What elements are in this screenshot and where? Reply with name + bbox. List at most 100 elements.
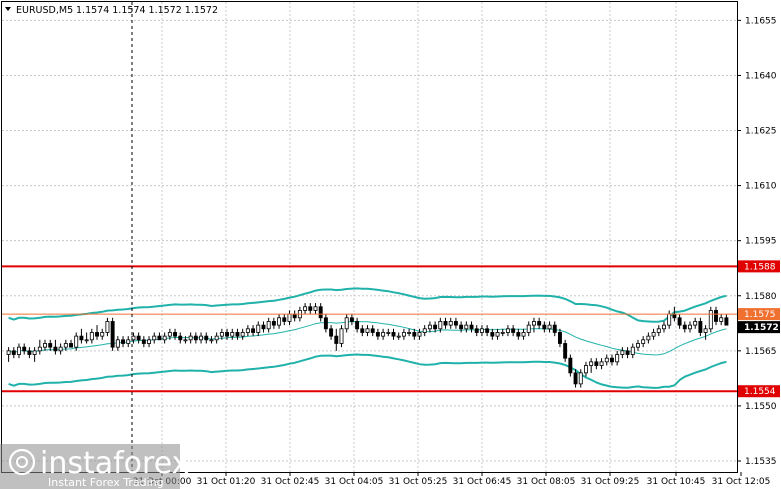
candle-body <box>110 321 115 348</box>
watermark-tagline: Instant Forex Trading <box>48 476 164 489</box>
candle-body <box>6 350 11 355</box>
candle-body <box>43 343 47 348</box>
x-tick-label: 31 Oct 09:25 <box>581 477 640 487</box>
candle-body <box>84 339 89 342</box>
candle-body <box>178 335 183 341</box>
candle-body <box>141 339 146 344</box>
candle-body <box>271 321 276 326</box>
candle-body <box>584 365 588 374</box>
candle-body <box>557 332 562 344</box>
candle-body <box>448 321 453 326</box>
candle-body <box>292 313 297 319</box>
candle-body <box>240 332 245 337</box>
candle-body <box>173 332 178 337</box>
candle-body <box>308 306 313 311</box>
candle-body <box>641 339 646 344</box>
candle-body <box>355 321 360 330</box>
candle-body <box>386 332 391 334</box>
candle-body <box>199 335 204 341</box>
level-tag-label: 1.1588 <box>744 262 776 272</box>
candle-body <box>277 317 282 326</box>
candle-body <box>370 328 375 333</box>
x-tick-label: 31 Oct 08:05 <box>517 477 576 487</box>
candle-body <box>287 313 292 322</box>
y-tick-label: 1.1655 <box>745 16 777 26</box>
candle-body <box>313 306 318 311</box>
candle-body <box>391 332 396 337</box>
y-axis-labels: 1.1655 1.1640 1.1625 1.1610 1.1595 1.1580 1.15… <box>737 16 777 467</box>
x-tick-label: 31 Oct 02:45 <box>261 477 320 487</box>
candle-body <box>69 343 73 348</box>
candle-body <box>719 317 724 322</box>
x-tick-label: 31 Oct 12:05 <box>712 477 771 487</box>
candle-body <box>131 335 136 341</box>
candle-body <box>115 339 120 348</box>
x-tick-label: 31 Oct 05:25 <box>389 477 448 487</box>
candle-body <box>589 361 594 366</box>
candle-body <box>698 321 703 333</box>
candle-body <box>95 332 99 337</box>
symbol-label: EURUSD,M5 <box>16 5 73 16</box>
candle-body <box>531 321 536 326</box>
candle-body <box>651 332 656 337</box>
candle-body <box>578 372 583 385</box>
candle-body <box>230 332 235 337</box>
candle-body <box>495 332 500 337</box>
candle-body <box>620 350 625 355</box>
candle-body <box>547 324 552 330</box>
candle-body <box>573 372 578 385</box>
candle-body <box>349 317 354 322</box>
candle-body <box>563 343 568 359</box>
candle-body <box>646 335 651 341</box>
candle-body <box>188 335 193 341</box>
candle-body <box>209 339 214 342</box>
candle-body <box>688 324 692 330</box>
candle-body <box>11 350 16 355</box>
candle-body <box>672 313 677 319</box>
candle-body <box>459 324 464 330</box>
y-tick-label: 1.1550 <box>745 402 777 412</box>
candle-body <box>48 343 53 348</box>
candle-body <box>443 321 448 326</box>
candle-body <box>193 335 198 341</box>
candle-body <box>375 332 380 337</box>
y-tick-label: 1.1595 <box>745 237 777 247</box>
candle-body <box>526 324 531 333</box>
candle-body <box>365 328 370 333</box>
candle-body <box>100 332 105 337</box>
candle-body <box>58 346 63 352</box>
dropdown-triangle-icon[interactable] <box>5 7 11 11</box>
candle-body <box>505 328 510 333</box>
y-tick-label: 1.1535 <box>745 457 777 467</box>
candle-body <box>105 321 110 333</box>
watermark-brand: instaforex <box>40 446 189 481</box>
candle-body <box>693 321 698 326</box>
level-tag-label: 1.1554 <box>744 387 776 397</box>
candle-body <box>245 328 250 333</box>
candle-body <box>708 310 713 330</box>
candle-body <box>339 328 344 344</box>
candle-body <box>604 357 609 363</box>
candle-body <box>511 328 516 333</box>
y-tick-label: 1.1625 <box>745 127 777 137</box>
candle-body <box>53 346 58 352</box>
candle-body <box>656 328 661 333</box>
candle-body <box>625 350 630 355</box>
bollinger-upper <box>8 287 727 323</box>
candle-body <box>261 324 266 330</box>
candle-body <box>667 313 672 326</box>
candle-body <box>417 332 422 337</box>
candle-body <box>610 357 614 363</box>
x-tick-label: 31 Oct 01:20 <box>197 477 256 487</box>
candle-body <box>682 324 687 330</box>
grid-lines <box>2 2 737 472</box>
candle-body <box>703 328 708 333</box>
candle-body <box>121 339 125 344</box>
candle-body <box>360 328 365 333</box>
candle-body <box>474 328 479 333</box>
candle-body <box>677 317 682 326</box>
candle-body <box>27 350 32 355</box>
ask-tag-label: 1.1575 <box>744 310 776 320</box>
